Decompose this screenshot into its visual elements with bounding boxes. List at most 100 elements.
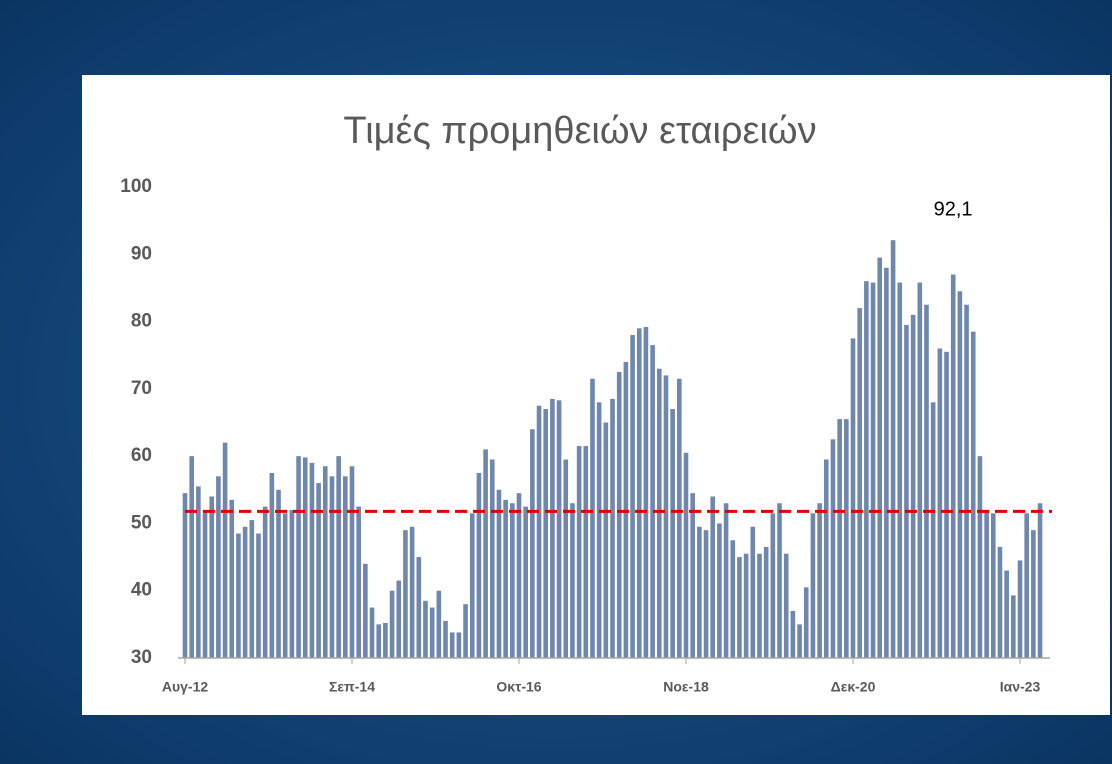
bar — [322, 466, 328, 658]
bar — [389, 590, 395, 658]
bar — [269, 472, 275, 658]
y-tick-label: 40 — [131, 580, 152, 601]
bar — [817, 503, 822, 658]
bar — [476, 472, 482, 658]
bar — [783, 553, 789, 658]
bar — [416, 557, 422, 658]
bar — [496, 489, 502, 658]
bar — [343, 476, 348, 658]
bar — [944, 351, 949, 658]
bar — [396, 580, 402, 658]
bar — [449, 632, 455, 658]
bar — [249, 520, 255, 658]
bar — [1017, 560, 1023, 658]
bar — [710, 496, 716, 658]
bar — [1004, 570, 1009, 658]
bar — [770, 513, 776, 658]
bar — [576, 446, 582, 658]
bar — [837, 419, 842, 658]
bar — [363, 563, 368, 658]
bar — [523, 506, 528, 658]
bar — [957, 291, 963, 658]
bar — [803, 587, 809, 658]
bar — [984, 509, 989, 658]
bar — [917, 282, 923, 658]
bar — [757, 553, 762, 658]
bar — [276, 489, 281, 658]
bar — [656, 368, 662, 658]
bar — [209, 496, 215, 658]
bar — [937, 348, 943, 658]
bar — [296, 456, 301, 658]
bar — [1031, 530, 1036, 658]
bar — [423, 600, 428, 658]
bar — [603, 422, 609, 658]
x-tick-label: Αυγ-12 — [162, 679, 208, 695]
bar — [302, 457, 308, 658]
bar — [409, 526, 415, 658]
bar — [864, 281, 869, 658]
bar — [536, 405, 542, 658]
bar — [563, 459, 569, 658]
bar — [904, 324, 909, 658]
bar — [530, 429, 535, 658]
bar — [369, 607, 375, 658]
bar — [196, 486, 201, 658]
y-tick-label: 100 — [120, 176, 152, 197]
bar — [810, 513, 816, 658]
bar — [964, 304, 969, 658]
bar — [924, 304, 929, 658]
bar — [570, 503, 575, 658]
bar — [256, 533, 261, 658]
bar — [436, 590, 442, 658]
bar — [556, 400, 562, 658]
bar — [503, 499, 508, 658]
bar — [910, 314, 916, 658]
bar — [616, 372, 622, 658]
bar — [336, 456, 341, 658]
x-tick-label: Νοε-18 — [663, 679, 709, 695]
bar — [1024, 513, 1029, 658]
bar — [356, 506, 361, 658]
bar — [282, 513, 288, 658]
bar — [489, 459, 495, 658]
bar — [997, 546, 1003, 658]
bar — [703, 530, 709, 658]
y-tick-label: 50 — [131, 512, 152, 533]
bar — [970, 331, 976, 658]
bar — [870, 282, 876, 658]
y-tick-label: 30 — [131, 647, 152, 668]
bar — [890, 240, 896, 659]
annotation: 92,1 — [934, 198, 973, 220]
bar — [730, 540, 736, 658]
bar — [897, 282, 903, 658]
bar — [583, 446, 589, 658]
bar — [596, 402, 602, 658]
bar — [763, 546, 769, 658]
y-tick-label: 60 — [131, 445, 152, 466]
bar — [262, 506, 268, 658]
y-tick-label: 80 — [131, 311, 152, 332]
bar — [830, 439, 836, 658]
x-tick-label: Δεκ-20 — [831, 679, 876, 695]
bar — [316, 483, 321, 658]
bar — [189, 456, 194, 658]
bar — [683, 452, 689, 658]
bar — [1011, 595, 1016, 658]
chart-title: Τιμές προμηθειών εταιρειών — [343, 110, 816, 152]
bar — [844, 419, 849, 658]
bar — [483, 449, 488, 658]
bar — [950, 274, 956, 658]
bar — [443, 620, 448, 658]
bar — [309, 462, 315, 658]
bar — [737, 557, 742, 658]
bar — [403, 530, 408, 658]
bar — [823, 459, 829, 658]
bar — [383, 623, 388, 658]
bar — [469, 513, 475, 658]
bar — [550, 398, 555, 658]
bar — [677, 378, 682, 658]
bar — [650, 345, 655, 658]
